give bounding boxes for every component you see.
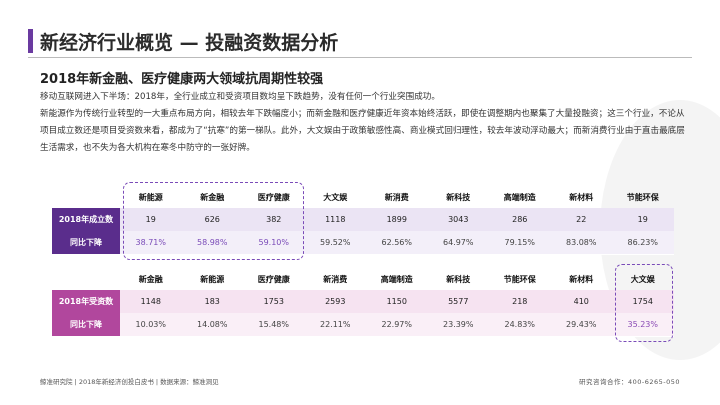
column-header: 新金融 [200,192,225,202]
highlight-box [615,264,673,342]
table-cell: 183 [204,297,220,306]
table-cell: 382 [266,215,282,224]
subtitle: 2018年新金融、医疗健康两大领域抗周期性较强 [40,72,324,87]
table-cell: 2593 [325,297,346,306]
table-cell: 1118 [325,215,346,224]
column-header: 大文娱 [323,192,348,202]
table-cell: 1753 [263,297,284,306]
row-band [120,231,674,255]
table-cell: 218 [512,297,528,306]
column-header: 新金融 [138,274,163,284]
paragraph: 新能源作为传统行业转型的一大重点布局方向，相较去年下跌幅度小；而新金融和医疗健康… [40,109,685,153]
table-cell: 79.15% [504,238,535,247]
table-cell: 23.39% [442,320,474,329]
table-cell: 29.43% [565,320,597,329]
column-header: 高端制造 [380,274,413,284]
column-header: 高端制造 [503,192,536,202]
column-header: 新科技 [446,274,471,284]
column-header: 新材料 [569,192,594,202]
row-band [120,208,674,232]
row-label: 2018年成立数 [52,208,120,232]
table-cell: 1754 [632,297,653,306]
table-cell: 3043 [448,215,469,224]
table-cell: 5577 [448,297,469,306]
column-header: 新消费 [323,274,348,284]
row-label: 2018年受资数 [52,290,120,314]
table-cell: 19 [145,215,156,224]
footer-source: 鲸准研究院 | 2018年新经济创投白皮书 | 数据来源：鲸准洞见 [40,378,219,386]
column-header: 新材料 [569,274,594,284]
column-header: 新能源 [200,274,225,284]
column-header: 节能环保 [626,192,659,202]
row-label: 同比下降 [52,231,120,255]
highlight-box [123,182,304,260]
column-header: 新消费 [384,192,409,202]
table-cell: 10.03% [135,320,166,329]
table-cell: 58.98% [196,238,228,247]
table-cell: 62.56% [381,238,412,247]
row-label: 同比下降 [52,313,120,337]
column-header: 大文娱 [630,274,655,284]
row-band [120,313,674,337]
column-header: 新科技 [446,192,471,202]
table-cell: 14.08% [196,320,228,329]
table-cell: 22 [576,215,587,224]
table-cell: 35.23% [627,320,658,329]
footer-contact: 研究咨询合作：400-6265-050 [578,378,680,386]
column-header: 医疗健康 [257,274,290,284]
column-header: 新能源 [138,192,163,202]
table-cell: 86.23% [627,238,658,247]
table-cell: 626 [204,215,220,224]
title-accent [28,29,33,53]
table-cell: 19 [637,215,648,224]
table-cell: 64.97% [442,238,474,247]
table-cell: 1899 [386,215,407,224]
table-cell: 83.08% [565,238,597,247]
title: 新经济行业概览 — 投融资数据分析 [40,32,339,54]
column-header: 医疗健康 [257,192,290,202]
table-cell: 1150 [386,297,407,306]
table-cell: 15.48% [258,320,289,329]
table-cell: 24.83% [504,320,535,329]
table-cell: 59.10% [258,238,289,247]
table-cell: 38.71% [135,238,166,247]
title-rule [28,57,692,58]
table-cell: 22.97% [381,320,412,329]
table-cell: 22.11% [319,320,351,329]
column-header: 节能环保 [503,274,536,284]
table-cell: 59.52% [319,238,351,247]
paragraph: 移动互联网进入下半场：2018年，全行业成立和受资项目数均呈下跌趋势，没有任何一… [40,92,440,102]
table-cell: 286 [512,215,528,224]
table-cell: 410 [573,297,589,306]
table-cell: 1148 [140,297,161,306]
